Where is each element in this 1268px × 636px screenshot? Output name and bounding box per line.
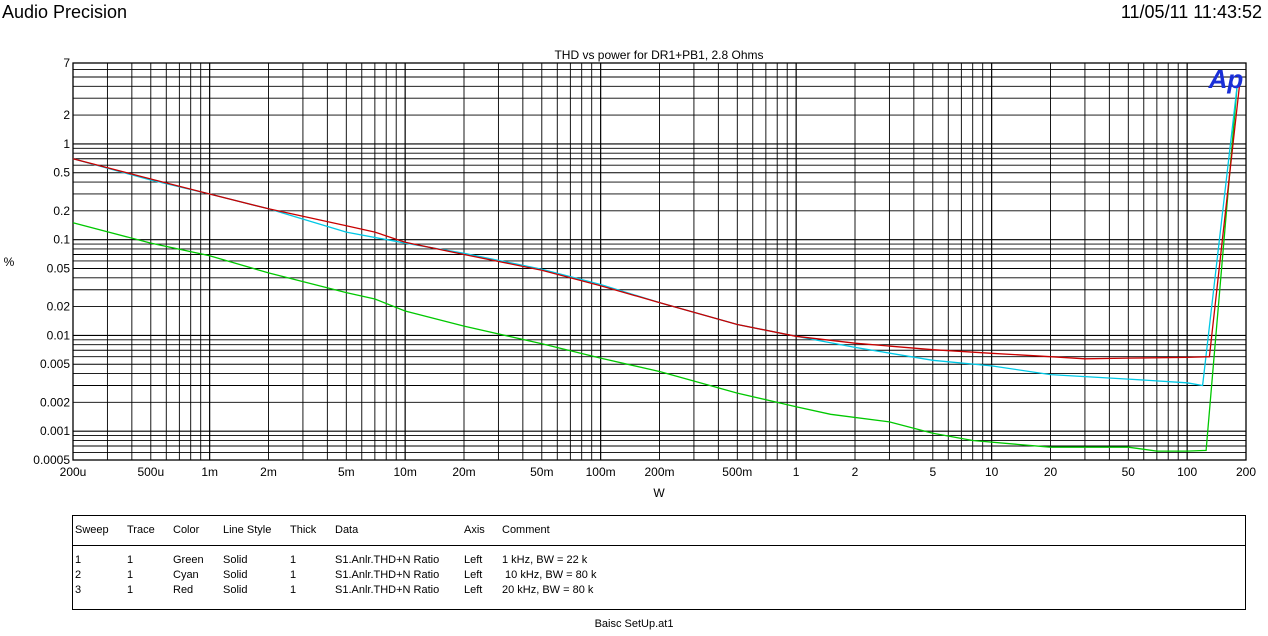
- legend-cell: Solid: [223, 569, 248, 581]
- legend-header-cell: Color: [173, 524, 200, 536]
- tick-labels: 200u 500u 1m 2m 5m 10m 20m 50m 100m 200m 500m 1 2 5 10…: [33, 56, 1256, 479]
- legend-cell: S1.Anlr.THD+N Ratio: [335, 554, 440, 566]
- legend-header-cell: Trace: [127, 524, 155, 536]
- legend-divider: [73, 545, 1245, 546]
- y-tick-label: 0.0005: [33, 453, 70, 467]
- legend-cell: S1.Anlr.THD+N Ratio: [335, 569, 440, 581]
- series-layer: [72, 86, 1241, 452]
- legend-table: Sweep Trace Color Line Style Thick Data Axis Co…: [72, 515, 1246, 610]
- timestamp: 11/05/11 11:43:52: [1120, 2, 1262, 22]
- legend-cell: Left: [464, 554, 483, 566]
- y-tick-label: 7: [63, 56, 70, 70]
- legend-cell: 20 kHz, BW = 80 k: [502, 584, 594, 596]
- app-name: Audio Precision: [2, 2, 128, 22]
- x-tick-label: 2m: [260, 465, 277, 479]
- x-tick-label: 500u: [137, 465, 164, 479]
- legend-row: 2 1 Cyan Solid 1 S1.Anlr.THD+N Ratio Left 10 k…: [73, 569, 1245, 583]
- legend-cell: 1: [290, 569, 297, 581]
- legend-cell: Cyan: [173, 569, 199, 581]
- y-tick-label: 2: [63, 108, 70, 122]
- x-tick-label: 10m: [393, 465, 416, 479]
- x-tick-label: 20: [1044, 465, 1058, 479]
- legend-cell: 1: [290, 554, 297, 566]
- legend-row: 1 1 Green Solid 1 S1.Anlr.THD+N Ratio Left 1 kH…: [73, 554, 1245, 568]
- x-tick-label: 100m: [586, 465, 616, 479]
- legend-cell: 1: [127, 569, 134, 581]
- legend-header-cell: Line Style: [223, 524, 272, 536]
- y-tick-label: 0.2: [53, 204, 70, 218]
- x-tick-label: 200: [1236, 465, 1256, 479]
- x-tick-label: 20m: [452, 465, 475, 479]
- y-tick-label: 0.1: [53, 233, 70, 247]
- x-tick-label: 5: [929, 465, 936, 479]
- chart-grid: [72, 62, 1247, 461]
- x-tick-label: 1m: [201, 465, 218, 479]
- y-tick-label: 0.002: [40, 395, 70, 409]
- x-tick-label: 500m: [722, 465, 752, 479]
- legend-cell: 10 kHz, BW = 80 k: [502, 569, 597, 581]
- thd-chart: THD vs power for DR1+PB1, 2.8 Ohms 200u 5…: [4, 48, 1257, 500]
- x-tick-label: 2: [852, 465, 859, 479]
- x-tick-label: 5m: [338, 465, 355, 479]
- chart-title: THD vs power for DR1+PB1, 2.8 Ohms: [554, 48, 763, 62]
- series-line-3: [72, 86, 1241, 360]
- series-line-2: [72, 86, 1238, 387]
- series-line-1: [72, 86, 1238, 452]
- x-tick-label: 10: [985, 465, 999, 479]
- x-tick-label: 50: [1122, 465, 1136, 479]
- legend-cell: Solid: [223, 584, 248, 596]
- legend-cell: S1.Anlr.THD+N Ratio: [335, 584, 440, 596]
- legend-cell: 3: [75, 584, 82, 596]
- x-tick-label: 50m: [530, 465, 553, 479]
- legend-header-cell: Comment: [502, 524, 550, 536]
- y-tick-label: 0.02: [47, 300, 71, 314]
- legend-cell: 1: [127, 584, 134, 596]
- legend-cell: Green: [173, 554, 204, 566]
- legend-cell: 1: [290, 584, 297, 596]
- legend-cell: 1: [75, 554, 82, 566]
- legend-cell: Red: [173, 584, 194, 596]
- ap-logo: Ap: [1208, 64, 1244, 94]
- x-axis-label: W: [653, 486, 665, 500]
- x-tick-label: 200u: [60, 465, 87, 479]
- legend-header-cell: Data: [335, 524, 359, 536]
- legend-header-row: Sweep Trace Color Line Style Thick Data Axis Co…: [73, 524, 1245, 538]
- legend-header-cell: Axis: [464, 524, 485, 536]
- y-tick-label: 0.001: [40, 424, 70, 438]
- legend-cell: Left: [464, 569, 483, 581]
- legend-cell: Left: [464, 584, 483, 596]
- x-tick-label: 200m: [644, 465, 674, 479]
- legend-cell: 1 kHz, BW = 22 k: [502, 554, 588, 566]
- legend-cell: 2: [75, 569, 82, 581]
- y-tick-label: 0.05: [47, 261, 71, 275]
- plot-frame: [72, 62, 1247, 461]
- x-tick-label: 100: [1177, 465, 1197, 479]
- setup-filename: Baisc SetUp.at1: [594, 618, 674, 630]
- legend-header-cell: Sweep: [75, 524, 109, 536]
- x-tick-label: 1: [793, 465, 800, 479]
- y-tick-label: 1: [63, 137, 70, 151]
- legend-row: 3 1 Red Solid 1 S1.Anlr.THD+N Ratio Left 20 kHz…: [73, 584, 1245, 598]
- legend-cell: 1: [127, 554, 134, 566]
- legend-cell: Solid: [223, 554, 248, 566]
- y-tick-label: 0.5: [53, 166, 70, 180]
- legend-header-cell: Thick: [290, 524, 317, 536]
- y-axis-label: %: [4, 255, 15, 269]
- y-tick-label: 0.01: [47, 328, 71, 342]
- y-tick-label: 0.005: [40, 357, 70, 371]
